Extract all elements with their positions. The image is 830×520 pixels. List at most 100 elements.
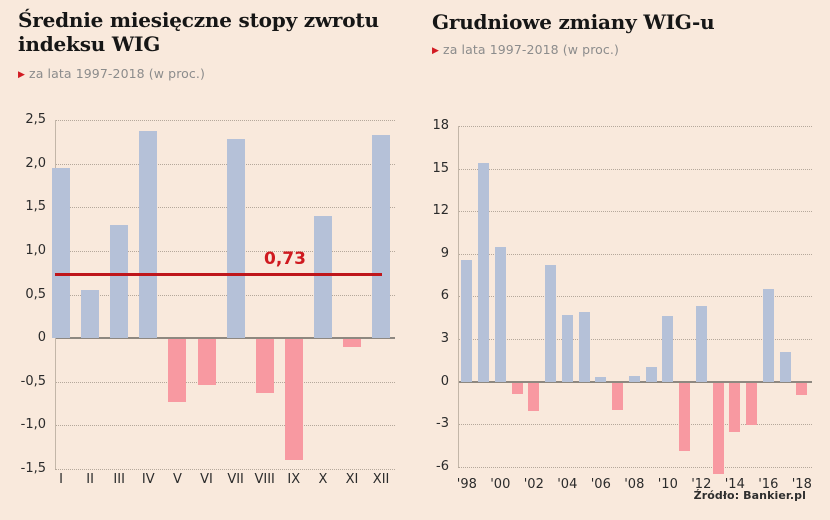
- x-tick-label: '02: [523, 477, 544, 492]
- gridline: [55, 425, 395, 427]
- y-tick-label: 2,5: [25, 112, 46, 127]
- bar-VI: [197, 339, 216, 386]
- subtitle-marker-icon: ▶: [432, 46, 440, 56]
- x-tick-label: XI: [345, 472, 359, 487]
- zero-axis-line: [55, 337, 395, 340]
- bar-2011: [679, 382, 691, 451]
- gridline: [55, 294, 395, 296]
- x-tick-label: '04: [557, 477, 578, 492]
- bar-2001: [511, 382, 523, 395]
- x-tick-label: III: [113, 472, 125, 487]
- bar-2015: [746, 382, 758, 426]
- x-tick-label: '00: [490, 477, 511, 492]
- bar-2000: [494, 246, 506, 382]
- gridline: [458, 126, 812, 127]
- bar-IV: [139, 131, 158, 339]
- bar-XII: [372, 134, 391, 339]
- bar-X: [313, 215, 332, 339]
- chart-subtitle-monthly-returns: ▶ za lata 1997-2018 (w proc.): [18, 66, 205, 81]
- y-tick-label: 1,0: [25, 242, 46, 258]
- x-tick-label: VIII: [254, 472, 275, 487]
- chart-title-monthly-returns: Średnie miesięczne stopy zwrotu indeksu …: [18, 8, 379, 56]
- x-tick-label: VII: [227, 472, 244, 487]
- chart-title-december-changes: Grudniowe zmiany WIG-u: [432, 10, 715, 34]
- y-tick-label: 6: [440, 288, 449, 304]
- bar-2016: [762, 289, 774, 382]
- y-tick-label: 0: [37, 330, 46, 346]
- gridline: [458, 253, 812, 255]
- y-tick-label: -3: [436, 416, 449, 432]
- average-reference-label: 0,73: [264, 249, 306, 269]
- bar-2004: [561, 314, 573, 382]
- x-tick-label: XII: [372, 472, 390, 487]
- zero-axis-line: [458, 380, 812, 383]
- bar-1999: [478, 162, 490, 382]
- bar-VII: [226, 139, 245, 339]
- chart-subtitle-left-text: za lata 1997-2018 (w proc.): [29, 66, 205, 81]
- bar-2017: [779, 351, 791, 382]
- bar-2006: [595, 377, 607, 382]
- x-tick-label: '10: [657, 477, 678, 492]
- bar-2010: [662, 316, 674, 382]
- gridline: [55, 120, 395, 121]
- x-tick-label: '14: [724, 477, 745, 492]
- y-tick-label: -1,0: [20, 417, 46, 433]
- y-tick-label: -6: [436, 458, 449, 474]
- gridline: [458, 168, 812, 170]
- y-axis-line: [458, 126, 459, 467]
- bar-II: [81, 290, 100, 339]
- gridline: [55, 207, 395, 209]
- x-tick-label: V: [172, 472, 182, 487]
- y-tick-label: 2,0: [25, 155, 46, 171]
- bar-I: [52, 167, 70, 339]
- gridline: [55, 469, 395, 470]
- bar-2003: [545, 265, 557, 382]
- bar-XI: [343, 339, 361, 347]
- y-tick-label: 3: [440, 331, 449, 347]
- bar-chart-december-changes: 18 15 12 9 6 3 0 -3 -6 '98 '00 '02 '04 '06 '08 '10 '12 '1…: [432, 118, 812, 492]
- gridline: [458, 339, 812, 341]
- x-tick-label: II: [86, 472, 94, 487]
- source-note: Źródło: Bankier.pl: [693, 489, 806, 502]
- bar-2005: [578, 312, 590, 382]
- bar-2007: [612, 382, 624, 410]
- gridline: [458, 296, 812, 298]
- bar-IX: [284, 339, 303, 460]
- gridline: [55, 250, 395, 252]
- bar-2013: [712, 382, 724, 474]
- y-tick-label: 18: [432, 118, 449, 133]
- x-tick-label: '06: [590, 477, 611, 492]
- bar-2018: [796, 382, 808, 396]
- bar-chart-monthly-returns: 2,5 2,0 1,5 1,0 0,5 0 -0,5 -1,0 -1,5 I II III IV V VI V…: [21, 112, 395, 487]
- y-tick-label: 0: [440, 373, 449, 389]
- x-tick-label: VI: [200, 472, 213, 487]
- gridline: [55, 163, 395, 165]
- y-tick-label: 0,5: [25, 286, 46, 302]
- y-tick-label: 15: [432, 160, 449, 176]
- bar-2009: [645, 367, 657, 382]
- subtitle-marker-icon: ▶: [18, 70, 26, 80]
- bar-2014: [729, 382, 741, 433]
- bar-VIII: [255, 339, 274, 394]
- bar-2002: [528, 382, 540, 412]
- bar-2012: [695, 306, 707, 382]
- x-tick-label: '08: [624, 477, 645, 492]
- x-tick-label: IX: [287, 472, 301, 487]
- y-tick-label: -1,5: [20, 461, 46, 476]
- gridline: [458, 424, 812, 426]
- x-tick-label: I: [59, 472, 63, 487]
- y-tick-label: 12: [432, 203, 449, 219]
- y-tick-label: 1,5: [25, 199, 46, 215]
- bar-V: [168, 339, 187, 402]
- average-reference-line: [55, 272, 382, 276]
- chart-subtitle-right-text: za lata 1997-2018 (w proc.): [443, 42, 619, 57]
- x-tick-label: '98: [456, 477, 477, 492]
- x-tick-label: '16: [758, 477, 779, 492]
- gridline: [458, 466, 812, 468]
- chart-subtitle-december-changes: ▶ za lata 1997-2018 (w proc.): [432, 42, 619, 57]
- x-tick-label: X: [318, 472, 328, 487]
- gridline: [55, 381, 395, 383]
- x-tick-label: '18: [791, 477, 812, 492]
- y-tick-label: 9: [440, 245, 449, 261]
